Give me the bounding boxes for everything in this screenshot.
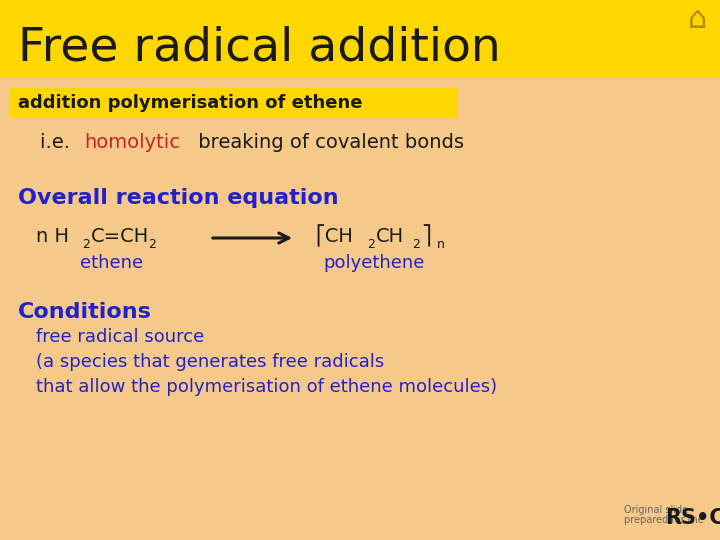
Text: Overall reaction equation: Overall reaction equation (18, 188, 338, 208)
Text: ⎡CH: ⎡CH (315, 224, 353, 247)
Text: n: n (437, 238, 445, 251)
Text: ⌂: ⌂ (688, 5, 708, 35)
Text: homolytic: homolytic (84, 133, 180, 152)
Text: CH: CH (376, 227, 404, 246)
Text: Conditions: Conditions (18, 302, 152, 322)
Text: 2: 2 (82, 238, 90, 251)
Text: addition polymerisation of ethene: addition polymerisation of ethene (18, 94, 362, 112)
Text: that allow the polymerisation of ethene molecules): that allow the polymerisation of ethene … (36, 378, 497, 396)
Text: polyethene: polyethene (323, 254, 424, 272)
Text: Free radical addition: Free radical addition (18, 25, 500, 71)
Text: 2: 2 (367, 238, 375, 251)
Text: (a species that generates free radicals: (a species that generates free radicals (36, 353, 384, 371)
Text: RS•C: RS•C (665, 508, 720, 528)
Bar (0, 0, 720, 78)
Text: 2: 2 (148, 238, 156, 251)
Text: i.e.: i.e. (40, 133, 76, 152)
Text: n H: n H (36, 227, 69, 246)
Text: ethene: ethene (80, 254, 143, 272)
Text: free radical source: free radical source (36, 328, 204, 346)
Text: breaking of covalent bonds: breaking of covalent bonds (192, 133, 464, 152)
Bar (10, 88, 458, 118)
Text: prepared for the: prepared for the (624, 515, 703, 525)
Text: C=CH: C=CH (91, 227, 149, 246)
Text: 2: 2 (412, 238, 420, 251)
Text: ⎤: ⎤ (421, 224, 431, 247)
Text: Original slide: Original slide (624, 505, 688, 515)
